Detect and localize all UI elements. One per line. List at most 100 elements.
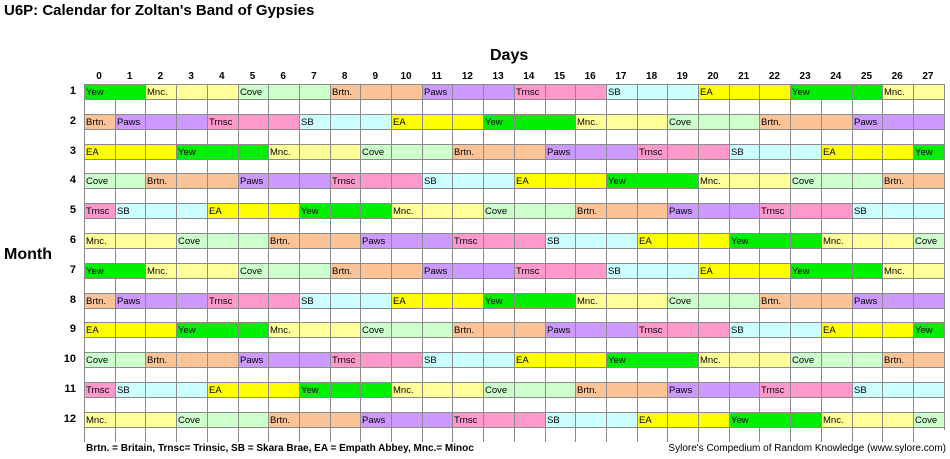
day-cell xyxy=(575,411,606,427)
day-cell xyxy=(330,233,360,248)
spacer-cell xyxy=(115,99,145,114)
spacer-cell xyxy=(330,397,360,412)
spacer-cell xyxy=(84,248,115,263)
day-header-3: 3 xyxy=(188,71,194,82)
day-cell xyxy=(637,352,667,368)
day-cell xyxy=(545,84,575,99)
day-cell: Mnc. xyxy=(84,411,115,427)
spacer-cell xyxy=(360,99,391,114)
spacer-cell xyxy=(299,367,330,382)
day-cell: SB xyxy=(299,292,330,308)
spacer-cell xyxy=(145,426,176,442)
day-cell: Trnsc xyxy=(207,113,238,129)
day-cell xyxy=(821,292,852,308)
day-header-2: 2 xyxy=(157,71,164,82)
day-cell: Brtn. xyxy=(84,113,115,129)
spacer-cell xyxy=(698,426,729,442)
spacer-cell xyxy=(422,248,452,263)
spacer-cell xyxy=(790,218,821,233)
day-cell xyxy=(606,203,637,219)
day-cell xyxy=(452,113,483,129)
day-cell xyxy=(115,322,145,338)
spacer-cell xyxy=(391,188,422,203)
spacer-cell xyxy=(176,248,207,263)
spacer-cell xyxy=(790,188,821,203)
spacer-cell xyxy=(575,128,606,144)
spacer-cell xyxy=(360,367,391,382)
day-cell: Yew xyxy=(84,84,115,99)
day-cell: Paws xyxy=(238,173,268,189)
day-header-9: 9 xyxy=(372,71,379,82)
day-cell xyxy=(483,173,514,189)
spacer-cell xyxy=(452,248,483,263)
spacer-cell xyxy=(821,337,852,352)
spacer-cell xyxy=(913,426,944,442)
day-cell xyxy=(790,322,821,338)
spacer-cell xyxy=(176,188,207,203)
day-cell: Trnsc xyxy=(330,352,360,368)
day-cell xyxy=(391,411,422,427)
day-cell xyxy=(238,411,268,427)
day-cell: EA xyxy=(821,322,852,338)
day-cell xyxy=(268,262,299,278)
spacer-cell xyxy=(207,128,238,144)
day-cell xyxy=(759,352,790,368)
spacer-cell xyxy=(545,128,575,144)
day-cell: Mnc. xyxy=(882,262,913,278)
spacer-cell xyxy=(790,128,821,144)
spacer-cell xyxy=(207,158,238,173)
day-cell xyxy=(637,203,667,219)
spacer-cell xyxy=(637,248,667,263)
day-cell xyxy=(176,292,207,308)
day-cell xyxy=(882,113,913,129)
day-cell xyxy=(176,203,207,219)
day-cell xyxy=(698,411,729,427)
day-cell xyxy=(698,382,729,397)
spacer-cell xyxy=(299,248,330,263)
spacer-cell xyxy=(238,277,268,293)
spacer-cell xyxy=(821,426,852,442)
spacer-cell xyxy=(268,188,299,203)
day-cell: SB xyxy=(729,322,759,338)
day-cell xyxy=(360,203,391,219)
spacer-cell xyxy=(729,188,759,203)
spacer-cell xyxy=(698,367,729,382)
spacer-cell xyxy=(759,99,790,114)
spacer-cell xyxy=(852,188,882,203)
spacer-cell xyxy=(483,337,514,352)
spacer-cell xyxy=(207,397,238,412)
day-header-17: 17 xyxy=(615,71,627,82)
spacer-cell xyxy=(545,248,575,263)
spacer-cell xyxy=(483,397,514,412)
day-cell: Brtn. xyxy=(759,292,790,308)
day-cell xyxy=(667,233,698,248)
spacer-cell xyxy=(637,218,667,233)
day-cell xyxy=(606,233,637,248)
day-cell xyxy=(667,352,698,368)
day-cell xyxy=(698,143,729,159)
spacer-cell xyxy=(729,397,759,412)
spacer-cell xyxy=(360,426,391,442)
spacer-cell xyxy=(391,128,422,144)
day-cell: Paws xyxy=(852,113,882,129)
spacer-cell xyxy=(299,307,330,322)
day-cell xyxy=(452,352,483,368)
spacer-cell xyxy=(821,397,852,412)
spacer-cell xyxy=(330,99,360,114)
day-cell xyxy=(145,143,176,159)
day-cell: Mnc. xyxy=(268,143,299,159)
day-cell: Cove xyxy=(667,292,698,308)
spacer-cell xyxy=(176,426,207,442)
day-cell: Brtn. xyxy=(575,382,606,397)
spacer-cell xyxy=(176,218,207,233)
day-cell: Brtn. xyxy=(145,173,176,189)
day-cell: Trnsc xyxy=(514,262,545,278)
spacer-cell xyxy=(452,128,483,144)
month-label-2: 2 xyxy=(69,114,76,127)
day-header-11: 11 xyxy=(431,71,442,82)
day-cell xyxy=(330,203,360,219)
spacer-cell xyxy=(238,128,268,144)
spacer-cell xyxy=(637,367,667,382)
day-cell xyxy=(483,233,514,248)
day-cell: Cove xyxy=(84,173,115,189)
